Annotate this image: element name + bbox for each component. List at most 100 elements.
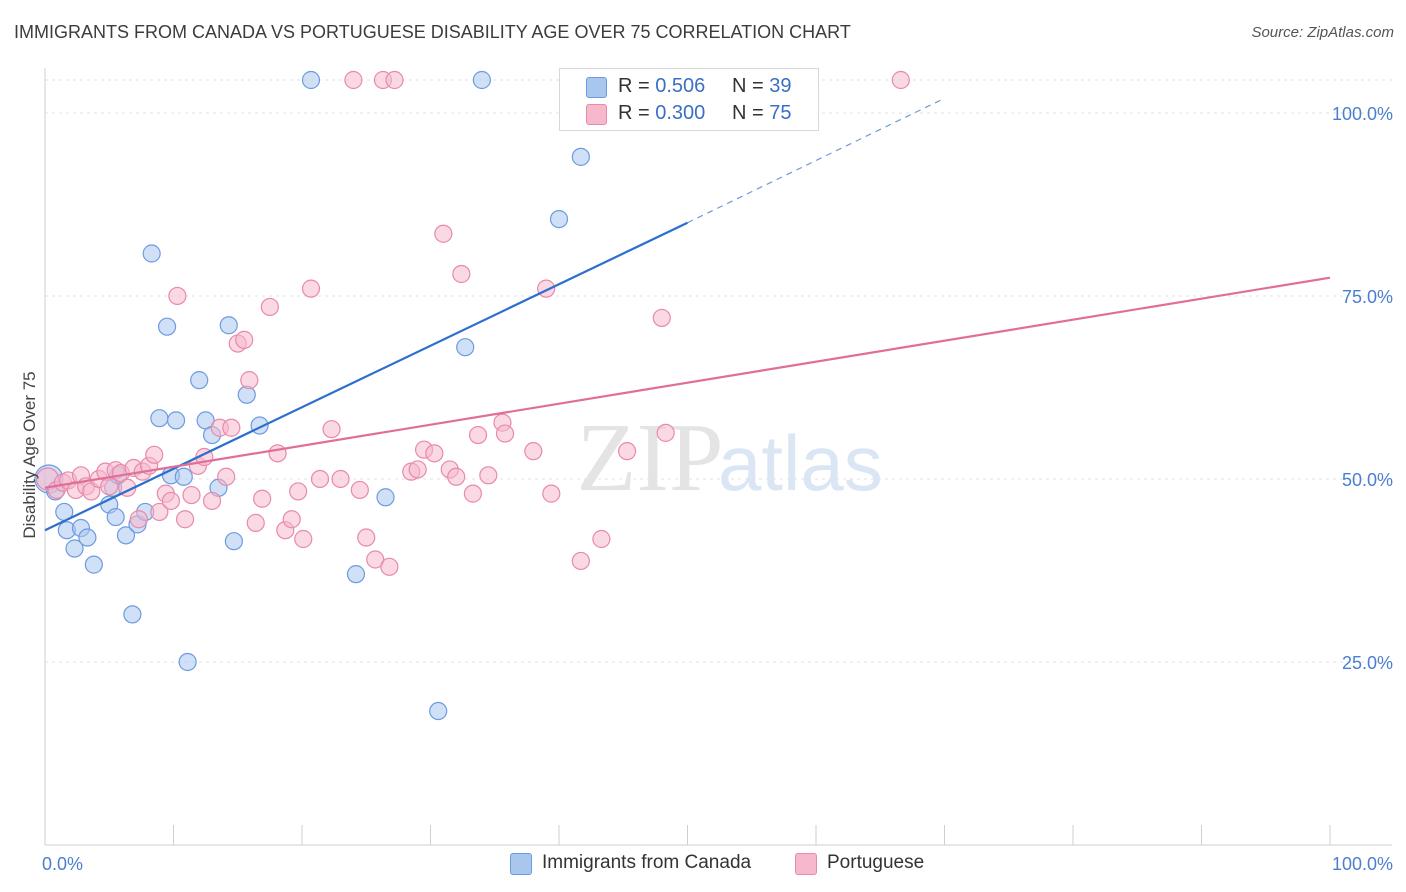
point-portuguese	[592, 529, 611, 549]
legend-r-label: R =	[618, 102, 650, 124]
legend-swatch-canada	[586, 77, 607, 98]
bottom-legend-label-canada: Immigrants from Canada	[542, 852, 752, 873]
point-portuguese	[385, 70, 404, 90]
point-canada	[65, 539, 84, 558]
legend-n-label: N =	[732, 102, 764, 124]
point-portuguese	[425, 444, 444, 463]
point-portuguese	[260, 297, 279, 317]
chart-title: IMMIGRANTS FROM CANADA VS PORTUGUESE DIS…	[14, 22, 851, 42]
point-portuguese	[150, 502, 169, 522]
point-portuguese	[202, 491, 222, 511]
point-canada	[78, 528, 97, 547]
watermark-zip: ZIP	[577, 404, 724, 512]
point-portuguese	[344, 70, 363, 90]
y-tick-label: 50.0%	[1342, 470, 1393, 490]
point-canada	[376, 488, 395, 507]
bottom-legend-swatch-canada	[510, 853, 532, 875]
point-portuguese	[310, 469, 330, 489]
point-canada	[456, 338, 475, 357]
legend-r-value-canada: 0.506	[655, 75, 706, 97]
point-portuguese	[452, 264, 471, 284]
point-portuguese	[235, 330, 254, 349]
trend-line-canada-extension	[687, 97, 945, 224]
point-portuguese	[463, 484, 483, 503]
point-portuguese	[222, 418, 241, 437]
point-canada	[224, 532, 243, 551]
legend-n-value-canada: 39	[769, 75, 792, 97]
point-portuguese	[891, 70, 910, 90]
point-portuguese	[524, 442, 543, 461]
data-points	[34, 70, 910, 721]
point-canada	[429, 701, 448, 721]
point-portuguese	[618, 442, 637, 461]
point-portuguese	[495, 424, 515, 443]
point-portuguese	[434, 224, 453, 243]
point-portuguese	[175, 510, 195, 529]
point-portuguese	[447, 467, 466, 486]
point-portuguese	[294, 529, 313, 549]
y-tick-label: 100.0%	[1332, 104, 1393, 124]
bottom-legend-label-portuguese: Portuguese	[827, 852, 925, 873]
point-canada	[166, 411, 186, 430]
bottom-legend-swatch-portuguese	[795, 853, 817, 875]
point-canada	[190, 371, 209, 390]
point-portuguese	[479, 466, 498, 485]
legend-swatch-portuguese	[586, 104, 607, 125]
point-portuguese	[217, 467, 236, 486]
point-portuguese	[357, 528, 376, 547]
point-portuguese	[571, 551, 590, 571]
point-portuguese	[268, 444, 287, 463]
grid-lines	[45, 79, 1392, 663]
axes	[44, 68, 1392, 846]
tick-labels: 25.0% 50.0% 75.0% 100.0% 0.0% 100.0%	[42, 104, 1393, 874]
point-portuguese	[350, 480, 369, 500]
point-canada	[301, 70, 321, 90]
point-portuguese	[182, 485, 201, 505]
point-portuguese	[240, 371, 259, 390]
point-canada	[571, 147, 590, 166]
point-portuguese	[322, 420, 341, 439]
point-portuguese	[652, 308, 671, 328]
legend-n-value-portuguese: 75	[769, 102, 792, 124]
y-tick-label: 25.0%	[1342, 653, 1393, 673]
point-portuguese	[129, 510, 148, 529]
point-canada	[174, 467, 193, 486]
watermark-atlas: atlas	[718, 419, 883, 507]
point-portuguese	[380, 557, 399, 576]
point-canada	[472, 70, 491, 90]
trend-line-canada	[44, 221, 688, 532]
point-canada	[150, 409, 169, 428]
y-tick-label: 75.0%	[1342, 287, 1393, 307]
point-canada	[116, 526, 136, 545]
trend-lines	[44, 97, 1331, 532]
point-canada	[142, 244, 161, 263]
legend-r-value-portuguese: 0.300	[655, 102, 706, 124]
point-portuguese	[542, 484, 561, 503]
point-canada	[219, 316, 238, 335]
point-portuguese	[331, 469, 350, 489]
x-tick-label: 0.0%	[42, 854, 83, 874]
source-label: Source: ZipAtlas.com	[1251, 24, 1394, 41]
point-portuguese	[100, 477, 119, 496]
point-portuguese	[408, 460, 427, 479]
y-axis-label: Disability Age Over 75	[20, 371, 39, 538]
point-portuguese	[161, 491, 181, 511]
point-canada	[123, 605, 142, 624]
point-portuguese	[656, 423, 675, 442]
point-portuguese	[145, 445, 164, 464]
legend-n-label: N =	[732, 75, 764, 97]
correlation-legend: R = 0.506 N = 39 R = 0.300 N = 75	[559, 68, 819, 131]
point-portuguese	[301, 279, 321, 298]
point-portuguese	[282, 510, 301, 529]
x-tick-label: 100.0%	[1332, 854, 1393, 874]
point-canada	[178, 652, 197, 672]
point-portuguese	[289, 482, 308, 501]
point-portuguese	[468, 425, 488, 445]
point-portuguese	[168, 286, 187, 306]
point-portuguese	[253, 489, 272, 508]
point-canada	[157, 317, 177, 336]
trend-line-portuguese	[44, 276, 1331, 489]
point-canada	[346, 565, 366, 584]
point-canada	[106, 507, 125, 527]
